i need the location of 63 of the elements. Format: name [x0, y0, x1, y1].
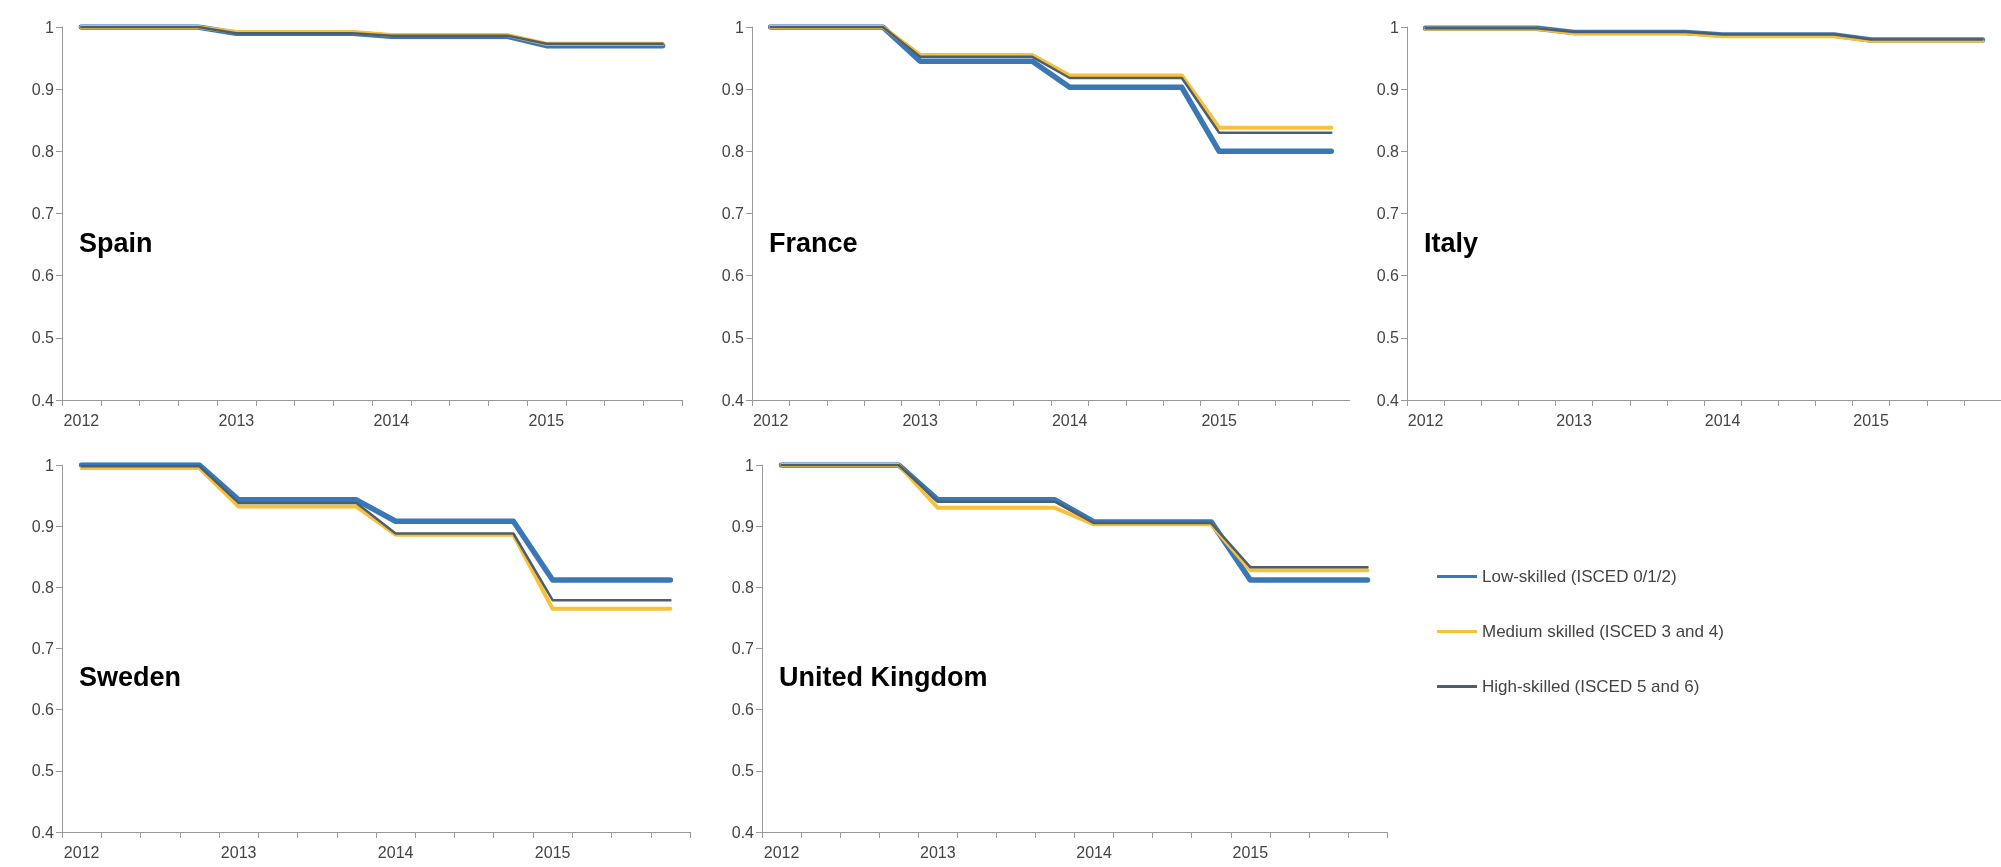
x-tick-label: 2015 [1201, 411, 1238, 429]
y-tick-label: 0.5 [721, 329, 745, 347]
y-tick-label: 0.7 [31, 205, 55, 222]
legend-label: Medium skilled (ISCED 3 and 4) [1482, 622, 1724, 641]
text: Italy [1424, 227, 1479, 258]
x-tick-label: 2014 [1051, 411, 1088, 429]
y-tick-label: 1 [735, 18, 745, 36]
y-tick-label: 0.7 [1376, 205, 1400, 222]
y-tick-label: 0.5 [31, 762, 55, 780]
y-tick-label: 0.9 [1376, 80, 1400, 98]
x-tick-label: 2012 [763, 843, 800, 861]
x-tick-label: 2013 [220, 843, 257, 861]
y-tick-label: 0.6 [31, 267, 55, 285]
y-tick-label: 1 [45, 456, 55, 474]
text: Sweden [79, 662, 182, 693]
y-tick-label: 0.6 [721, 267, 745, 285]
y-tick-label: 0.7 [31, 640, 55, 657]
x-tick-label: 2015 [528, 411, 565, 429]
y-tick-label: 1 [745, 456, 755, 474]
y-tick-label: 0.5 [31, 329, 55, 347]
y-tick-label: 0.4 [31, 823, 55, 841]
x-tick-label: 2012 [1407, 411, 1444, 429]
y-tick-label: 0.4 [731, 823, 755, 841]
y-tick-label: 0.8 [31, 142, 55, 160]
legend-label: High-skilled (ISCED 5 and 6) [1482, 677, 1700, 696]
y-tick-label: 0.8 [31, 578, 55, 596]
y-tick-label: 0.5 [731, 762, 755, 780]
y-tick-label: 0.5 [1376, 329, 1400, 347]
y-tick-label: 0.7 [731, 640, 755, 657]
x-tick-label: 2012 [63, 411, 100, 429]
y-tick-label: 0.9 [31, 80, 55, 98]
y-tick-label: 0.9 [31, 517, 55, 535]
x-tick-label: 2013 [919, 843, 956, 861]
y-tick-label: 1 [45, 18, 55, 36]
y-tick-label: 0.8 [731, 578, 755, 596]
y-tick-label: 0.4 [1376, 391, 1400, 409]
text: France [769, 227, 858, 258]
x-tick-label: 2012 [63, 843, 100, 861]
y-tick-label: 0.8 [721, 142, 745, 160]
y-tick-label: 0.8 [1376, 142, 1400, 160]
y-tick-label: 1 [1390, 18, 1400, 36]
x-tick-label: 2014 [1076, 843, 1112, 861]
x-tick-label: 2015 [1853, 411, 1889, 429]
text: Spain [79, 227, 153, 258]
x-tick-label: 2014 [373, 411, 410, 429]
x-tick-label: 2015 [534, 843, 571, 861]
x-tick-label: 2013 [1556, 411, 1592, 429]
text: United Kingdom [779, 662, 988, 693]
y-tick-label: 0.4 [721, 391, 745, 409]
x-tick-label: 2014 [377, 843, 414, 861]
x-tick-label: 2013 [902, 411, 939, 429]
x-tick-label: 2014 [1704, 411, 1741, 429]
y-tick-label: 0.6 [731, 701, 755, 719]
y-tick-label: 0.4 [31, 391, 55, 409]
x-tick-label: 2012 [752, 411, 789, 429]
y-tick-label: 0.6 [31, 701, 55, 719]
legend-label: Low-skilled (ISCED 0/1/2) [1482, 567, 1677, 586]
y-tick-label: 0.9 [731, 517, 755, 535]
x-tick-label: 2013 [218, 411, 255, 429]
y-tick-label: 0.6 [1376, 267, 1400, 285]
y-tick-label: 0.9 [721, 80, 745, 98]
y-tick-label: 0.7 [721, 205, 745, 222]
x-tick-label: 2015 [1232, 843, 1269, 861]
